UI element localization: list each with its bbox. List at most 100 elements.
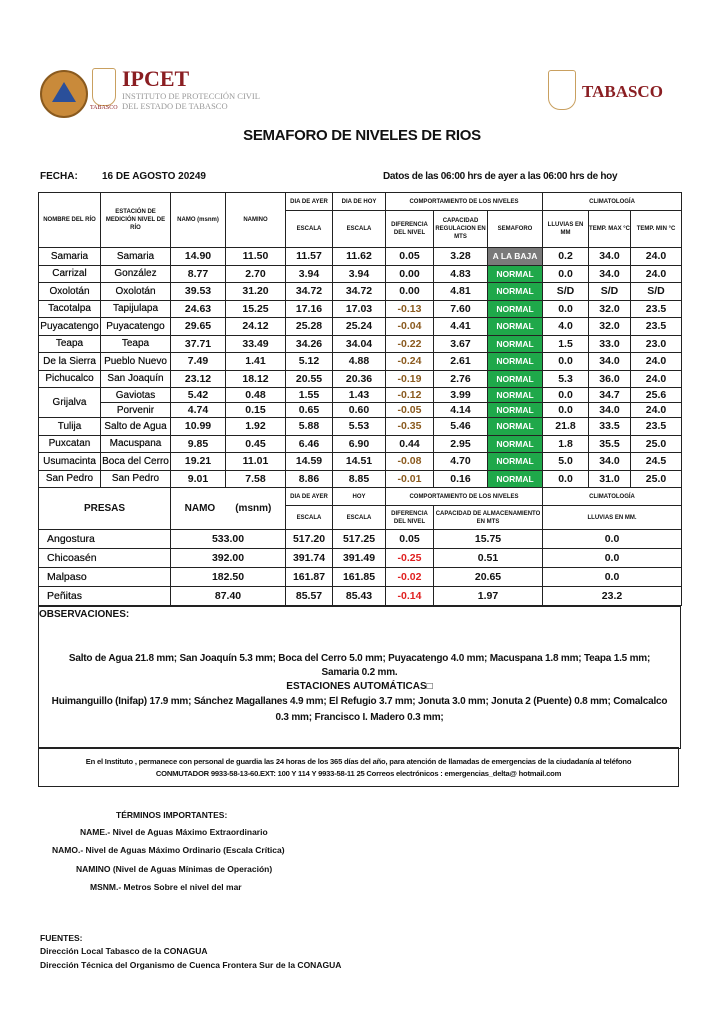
cell-tmin: 23.5 — [630, 417, 683, 436]
cell-capacidad: 5.46 — [433, 417, 488, 436]
cell-tmax: 34.0 — [588, 264, 632, 283]
cell-namino: 0.48 — [225, 387, 286, 403]
cell-rio: Carrizal — [38, 264, 101, 283]
cell-escala-ayer: 20.55 — [285, 369, 333, 388]
cell-capacidad: 4.14 — [433, 402, 488, 418]
cell-estacion: San Joaquín — [100, 369, 171, 388]
cell-diferencia: -0.14 — [385, 586, 434, 606]
cell-semaforo: NORMAL — [486, 434, 544, 453]
header-climatologia: CLIMATOLOGÍA — [542, 192, 683, 211]
cell-lluvias: 5.3 — [542, 369, 590, 388]
header-capacidad: CAPACIDAD DE ALMACENAMIENTO EN MTS — [433, 505, 543, 530]
contact-line-2: CONMUTADOR 9933-58-13-60.EXT: 100 Y 114 … — [155, 769, 562, 778]
cell-escala-ayer: 391.74 — [285, 548, 333, 568]
cell-capacidad: 2.76 — [433, 369, 488, 388]
cell-tmin: 24.0 — [630, 247, 683, 266]
cell-presa: Malpaso — [38, 567, 171, 587]
cell-presa: Chicoasén — [38, 548, 171, 568]
cell-estacion: Oxolotán — [100, 282, 171, 301]
cell-diferencia: -0.22 — [385, 334, 434, 353]
cell-capacidad: 4.41 — [433, 317, 488, 336]
table-row: Samaria Samaria 14.90 11.50 11.57 11.62 0.05 3.… — [38, 247, 683, 266]
cell-namino: 1.92 — [225, 417, 286, 436]
cell-diferencia: 0.00 — [385, 282, 434, 301]
cell-namino: 0.15 — [225, 402, 286, 418]
cell-namino: 11.01 — [225, 452, 286, 471]
cell-capacidad: 0.51 — [433, 548, 543, 568]
cell-diferencia: 0.05 — [385, 529, 434, 549]
cell-estacion: Gaviotas — [100, 387, 171, 403]
table-row: Tacotalpa Tapijulapa 24.63 15.25 17.16 17.03-… — [38, 299, 683, 318]
term-namo: NAMO.- Nivel de Aguas Máximo Ordinario (… — [52, 845, 285, 855]
cell-capacidad: 4.81 — [433, 282, 488, 301]
observaciones-auto-rain: Huimanguillo (Inifap) 17.9 mm; Sánchez M… — [51, 696, 668, 723]
cell-lluvias: 0.0 — [542, 529, 682, 549]
cell-namo: 4.74 — [170, 402, 226, 418]
cell-diferencia: 0.44 — [385, 434, 434, 453]
cell-estacion: Pueblo Nuevo — [100, 352, 171, 371]
cell-namo: 10.99 — [170, 417, 226, 436]
cell-rio: Puyacatengo — [38, 317, 101, 336]
cell-rio: Puxcatan — [38, 434, 101, 453]
cell-escala-hoy: 34.72 — [332, 282, 386, 301]
cell-capacidad: 3.99 — [433, 387, 488, 403]
cell-namo: 5.42 — [170, 387, 226, 403]
cell-diferencia: -0.02 — [385, 567, 434, 587]
cell-tmin: 24.0 — [630, 352, 683, 371]
cell-escala-hoy: 85.43 — [332, 586, 386, 606]
cell-namo: 392.00 — [170, 548, 286, 568]
cell-escala-ayer: 34.72 — [285, 282, 333, 301]
cell-escala-ayer: 1.55 — [285, 387, 333, 403]
cell-diferencia: -0.13 — [385, 299, 434, 318]
cell-capacidad: 3.67 — [433, 334, 488, 353]
cell-rio: Pichucalco — [38, 369, 101, 388]
cell-capacidad: 15.75 — [433, 529, 543, 549]
cell-semaforo: NORMAL — [486, 369, 544, 388]
cell-capacidad: 2.61 — [433, 352, 488, 371]
header-tmin: TEMP. MIN °C — [630, 210, 683, 248]
cell-lluvias: 0.0 — [542, 352, 590, 371]
cell-semaforo: NORMAL — [486, 317, 544, 336]
cell-escala-ayer: 0.65 — [285, 402, 333, 418]
cell-lluvias: 4.0 — [542, 317, 590, 336]
ipcet-subtitle-1: INSTITUTO DE PROTECCIÓN CIVIL — [122, 91, 260, 101]
cell-presa: Peñitas — [38, 586, 171, 606]
cell-capacidad: 3.28 — [433, 247, 488, 266]
cell-tmin: 23.0 — [630, 334, 683, 353]
cell-diferencia: -0.04 — [385, 317, 434, 336]
header-hoy: HOY — [332, 487, 386, 506]
cell-capacidad: 1.97 — [433, 586, 543, 606]
cell-semaforo: NORMAL — [486, 299, 544, 318]
table-row: Porvenir 4.74 0.15 0.65 0.60 -0.05 4.14 NORMAL 0… — [39, 402, 683, 418]
cell-namo: 182.50 — [170, 567, 286, 587]
term-namino: NAMINO (Nivel de Aguas Mínimas de Operac… — [76, 864, 273, 874]
cell-tmax: 34.7 — [588, 387, 632, 403]
cell-semaforo: NORMAL — [486, 402, 544, 418]
cell-namino: 11.50 — [225, 247, 286, 266]
table-row: Tulija Salto de Agua 10.99 1.92 5.88 5.53 -0.3… — [38, 417, 683, 436]
cell-lluvias: S/D — [542, 282, 590, 301]
cell-escala-ayer: 3.94 — [285, 264, 333, 283]
cell-escala-hoy: 4.88 — [332, 352, 386, 371]
cell-tmin: 25.0 — [630, 434, 683, 453]
cell-escala-ayer: 5.88 — [285, 417, 333, 436]
cell-lluvias: 0.0 — [542, 264, 590, 283]
cell-estacion: Salto de Agua — [100, 417, 171, 436]
cell-capacidad: 4.83 — [433, 264, 488, 283]
table-row: Usumacinta Boca del Cerro 19.21 11.01 14.59 1… — [38, 452, 683, 471]
cell-namo: 29.65 — [170, 317, 226, 336]
cell-escala-hoy: 5.53 — [332, 417, 386, 436]
cell-escala-ayer: 25.28 — [285, 317, 333, 336]
cell-escala-ayer: 17.16 — [285, 299, 333, 318]
cell-estacion: San Pedro — [100, 469, 171, 488]
cell-diferencia: -0.25 — [385, 548, 434, 568]
cell-diferencia: -0.12 — [385, 387, 434, 403]
header-climatologia: CLIMATOLOGÍA — [542, 487, 682, 506]
cell-semaforo: NORMAL — [486, 352, 544, 371]
cell-rio: Tacotalpa — [38, 299, 101, 318]
cell-lluvias: 23.2 — [542, 586, 682, 606]
cell-escala-ayer: 14.59 — [285, 452, 333, 471]
cell-namo: 39.53 — [170, 282, 226, 301]
cell-namo: 19.21 — [170, 452, 226, 471]
cell-escala-hoy: 11.62 — [332, 247, 386, 266]
